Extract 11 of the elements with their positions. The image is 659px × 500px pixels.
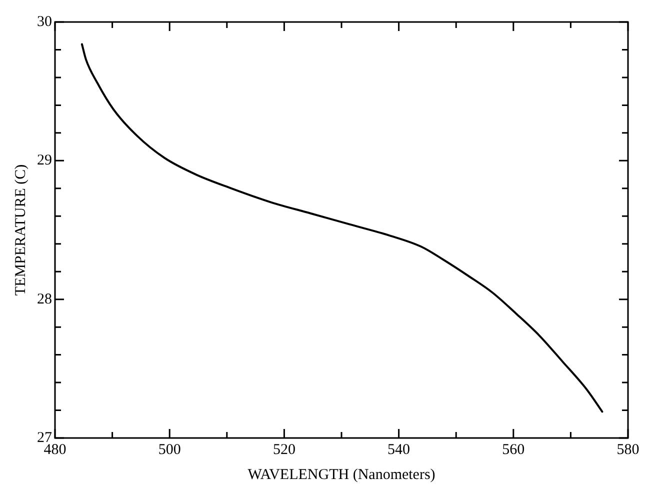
x-tick-label: 540 [388,442,410,458]
y-axis-title: TEMPERATURE (C) [12,164,29,296]
x-tick-label: 580 [616,442,640,458]
y-tick-label: 28 [37,291,52,308]
x-tick-label: 560 [502,442,525,458]
y-tick-label: 29 [37,152,52,169]
y-tick-label: 30 [37,14,52,30]
x-tick-label: 520 [272,442,296,458]
x-axis-title: WAVELENGTH (Nanometers) [248,466,436,483]
x-tick-label: 480 [44,442,66,458]
x-tick-label: 500 [158,442,181,458]
